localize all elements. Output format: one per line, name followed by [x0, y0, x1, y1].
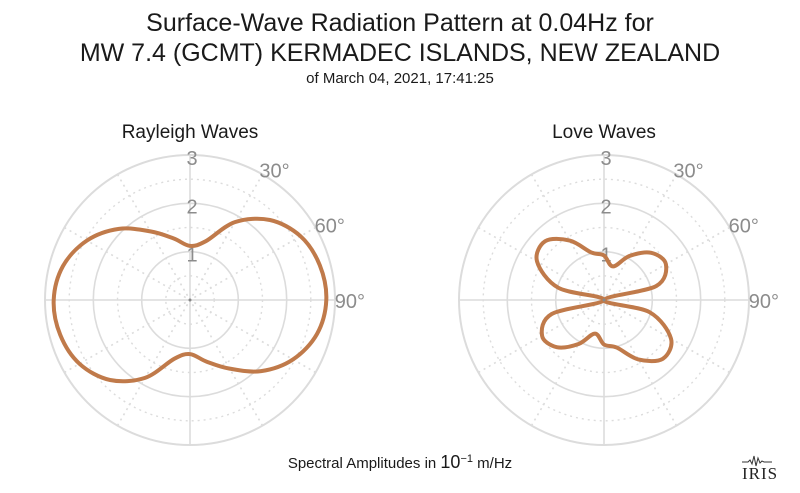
- iris-logo: IRIS: [738, 452, 794, 488]
- angle-tick-label: 60°: [729, 216, 759, 238]
- rayleigh-polar-chart: 1 2 3 30° 60° 90° Rayleigh Waves: [44, 122, 365, 446]
- chart-title-line-1: Surface-Wave Radiation Pattern at 0.04Hz…: [146, 9, 654, 37]
- radiation-pattern-curve: [534, 236, 674, 364]
- chart-subtitle: of March 04, 2021, 17:41:25: [306, 70, 494, 87]
- caption-prefix: Spectral Amplitudes in: [287, 455, 441, 472]
- ring-2: [506, 202, 702, 398]
- radial-tick-label: 1: [186, 245, 197, 267]
- ring-3: [44, 154, 336, 446]
- chart-title-block: Surface-Wave Radiation Pattern at 0.04Hz…: [0, 8, 800, 89]
- minor-ring: [482, 178, 726, 422]
- angle-tick-label: 90°: [749, 291, 779, 313]
- minor-ring: [68, 178, 312, 422]
- polar-chart-title: Love Waves: [552, 122, 656, 143]
- caption-power-base: 10: [440, 452, 461, 472]
- radial-tick-label: 3: [600, 148, 611, 170]
- radial-tick-label: 2: [600, 196, 611, 218]
- radiation-pattern-curve: [51, 216, 329, 384]
- amplitude-units-caption: Spectral Amplitudes in 10−1 m/Hz: [0, 452, 800, 473]
- ring-1: [140, 250, 240, 350]
- minor-ring: [165, 275, 215, 325]
- caption-power-exponent: −1: [460, 453, 473, 465]
- origin-point: [602, 298, 606, 302]
- iris-logo-text: IRIS: [742, 464, 779, 483]
- minor-ring: [530, 226, 678, 374]
- seismogram-icon: [742, 455, 772, 467]
- radial-tick-label: 3: [186, 148, 197, 170]
- origin-point: [188, 298, 192, 302]
- ring-3: [458, 154, 750, 446]
- chart-title-line-2: MW 7.4 (GCMT) KERMADEC ISLANDS, NEW ZEAL…: [79, 39, 721, 67]
- ring-2: [92, 202, 288, 398]
- angle-tick-label: 60°: [315, 216, 345, 238]
- ring-1: [554, 250, 654, 350]
- angle-tick-label: 90°: [335, 291, 365, 313]
- angle-tick-label: 30°: [673, 160, 703, 182]
- minor-ring: [116, 226, 264, 374]
- polar-chart-title: Rayleigh Waves: [122, 122, 259, 143]
- angle-tick-label: 30°: [259, 160, 289, 182]
- minor-ring: [579, 275, 629, 325]
- caption-unit: m/Hz: [472, 455, 513, 472]
- radial-tick-label: 2: [186, 196, 197, 218]
